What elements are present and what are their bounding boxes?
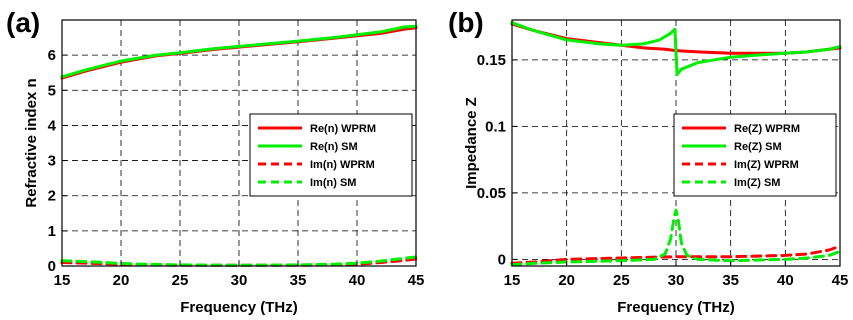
- x-tick-label: 35: [722, 272, 739, 289]
- legend-entry: Re(n) WPRM: [310, 123, 376, 135]
- x-tick-label: 15: [504, 272, 521, 289]
- panel-label: (a): [6, 7, 40, 38]
- legend-entry: Re(Z) WPRM: [734, 123, 800, 135]
- x-axis-label: Frequency (THz): [180, 299, 298, 316]
- panel-b: 15 20 25 30 35 40 45 0 0.05 0.1 0.15 Frequency (THz…: [448, 7, 848, 316]
- x-axis-label: Frequency (THz): [617, 299, 735, 316]
- legend-entry: Re(Z) SM: [734, 141, 782, 153]
- x-tick-label: 20: [113, 272, 130, 289]
- y-axis-label: Refractive index n: [23, 78, 40, 207]
- series-line-im-n-sm: [60, 255, 418, 267]
- x-tick-label: 15: [54, 272, 71, 289]
- x-tick-label: 35: [290, 272, 307, 289]
- x-tick-label: 45: [832, 272, 849, 289]
- series-line-im-z-wprm: [510, 244, 842, 265]
- x-tick-label: 25: [172, 272, 189, 289]
- y-tick-label: 0: [48, 258, 56, 275]
- panel-label: (b): [448, 7, 484, 38]
- y-tick-label: 0.1: [485, 118, 506, 135]
- x-tick-label: 40: [349, 272, 366, 289]
- y-tick-label: 0.05: [477, 185, 506, 202]
- series-line-re-z-sm: [510, 21, 842, 76]
- legend-entry: Re(n) SM: [310, 141, 358, 153]
- y-tick-label: 5: [48, 82, 56, 99]
- legend-entry: Im(n) WPRM: [310, 159, 375, 171]
- y-tick-label: 6: [48, 47, 56, 64]
- y-tick-label: 2: [48, 188, 56, 205]
- y-tick-label: 0: [498, 251, 506, 268]
- y-tick-label: 1: [48, 223, 56, 240]
- x-tick-label: 40: [777, 272, 794, 289]
- legend-entry: Im(n) SM: [310, 177, 356, 189]
- x-tick-label: 30: [668, 272, 685, 289]
- y-axis-label: Impedance Z: [463, 97, 480, 189]
- series-line-re-n-sm: [60, 24, 418, 79]
- x-tick-label: 25: [613, 272, 630, 289]
- y-tick-label: 3: [48, 153, 56, 170]
- series-line-im-z-sm: [510, 208, 842, 267]
- x-tick-label: 45: [408, 272, 425, 289]
- y-tick-label: 4: [48, 117, 57, 134]
- x-tick-label: 20: [558, 272, 575, 289]
- legend-entry: Im(Z) WPRM: [734, 159, 799, 171]
- x-tick-label: 30: [231, 272, 248, 289]
- legend-entry: Im(Z) SM: [734, 177, 780, 189]
- y-tick-label: 0.15: [477, 52, 506, 69]
